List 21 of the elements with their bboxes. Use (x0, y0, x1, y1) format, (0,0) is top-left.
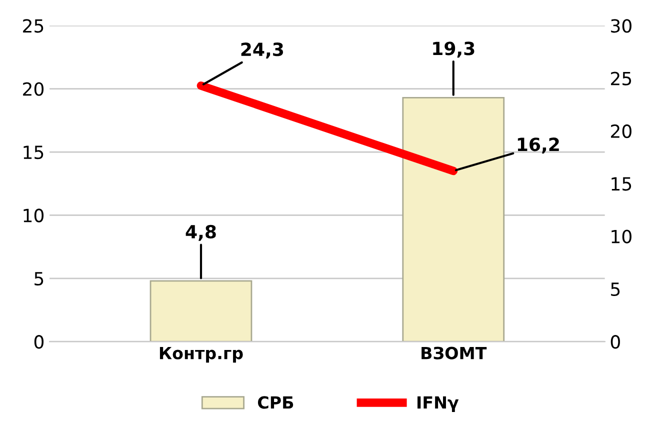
y2-tick-label: 5 (611, 282, 620, 296)
y-tick-label: 15 (24, 146, 44, 160)
x-tick-label: ВЗОМТ (422, 346, 487, 360)
y2-tick-label: 25 (611, 72, 632, 86)
legend-label: СРБ (258, 396, 294, 409)
data-label: 16,2 (518, 138, 559, 154)
y-tick-label: 0 (34, 335, 44, 349)
y2-tick-label: 15 (612, 177, 632, 191)
y2-tick-label: 20 (611, 124, 632, 138)
x-tick-label: Контр.гр (160, 346, 243, 363)
y-tick-label: 25 (23, 19, 44, 33)
y-tick-label: 10 (24, 208, 44, 222)
y2-tick-label: 30 (611, 19, 632, 33)
y2-tick-label: 10 (612, 230, 632, 244)
legend-label: IFNγ (417, 396, 459, 412)
y-tick-label: 20 (23, 82, 44, 96)
data-label: 19,3 (433, 42, 474, 58)
y-tick-label: 5 (34, 272, 44, 286)
data-label: 24,3 (241, 42, 284, 58)
data-label: 4,8 (186, 224, 216, 241)
y2-tick-label: 0 (610, 335, 620, 349)
